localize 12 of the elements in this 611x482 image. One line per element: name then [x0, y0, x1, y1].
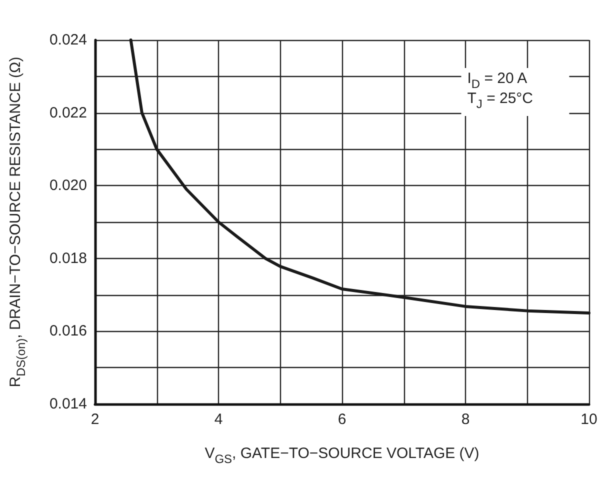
y-tick-label: 0.016 [49, 322, 87, 340]
x-tick-label: 2 [90, 411, 100, 428]
y-axis-title: RDS(on), DRAIN−TO−SOURCE RESISTANCE (Ω) [7, 56, 28, 388]
x-tick-label: 4 [214, 411, 223, 428]
x-tick-label: 6 [338, 411, 346, 428]
y-tick-label: 0.024 [49, 32, 87, 48]
y-tick-label: 0.014 [49, 396, 87, 412]
y-tick-label: 0.018 [49, 250, 87, 267]
x-tick-label: 10 [580, 411, 598, 428]
y-tick-label: 0.020 [49, 177, 87, 194]
x-tick-label: 8 [461, 411, 470, 428]
y-tick-label: 0.022 [49, 104, 87, 122]
